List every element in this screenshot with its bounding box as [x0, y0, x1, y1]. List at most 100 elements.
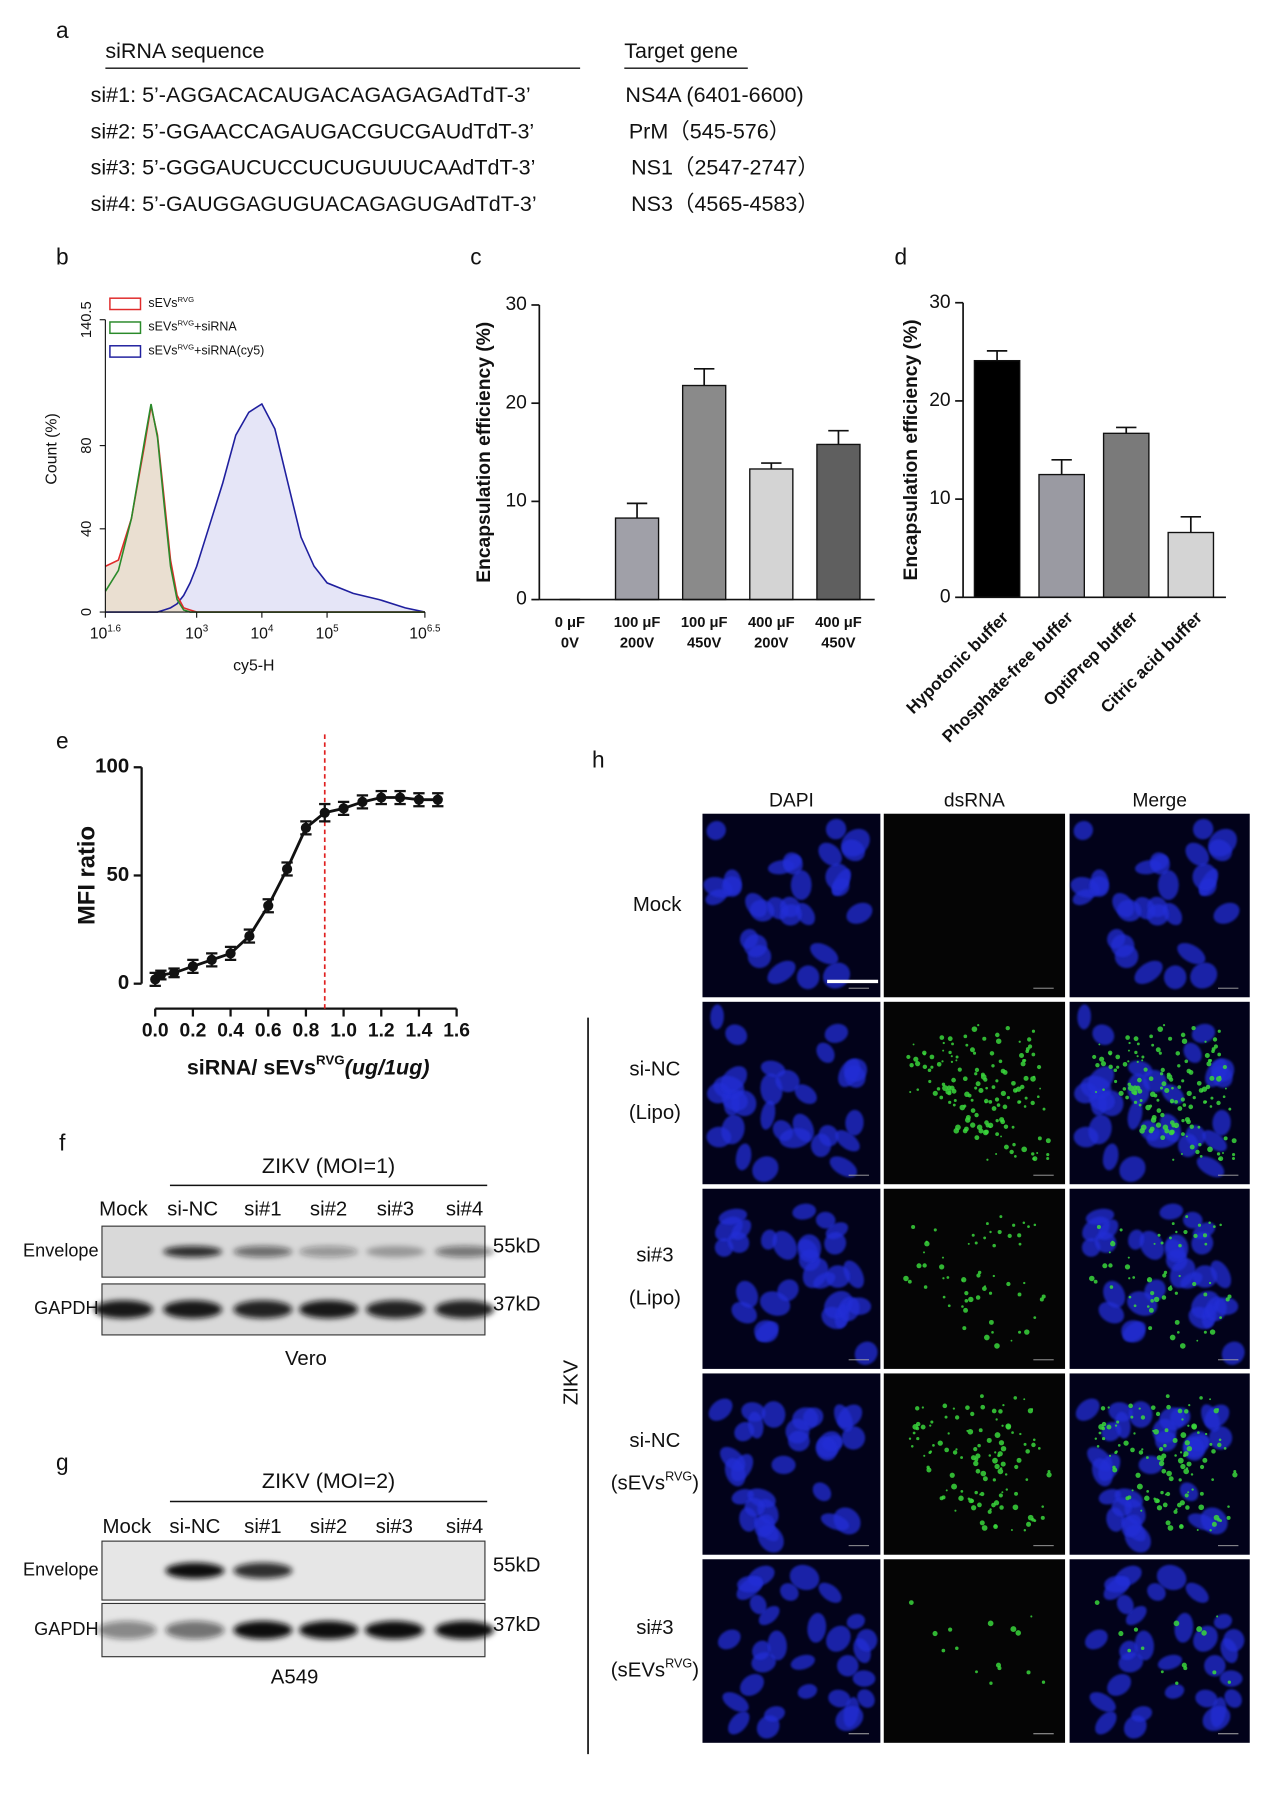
- dsrna-signal: [989, 1051, 995, 1056]
- nucleus: [1212, 1109, 1231, 1136]
- nucleus: [1131, 1706, 1153, 1722]
- lane-label: si#2: [310, 1516, 347, 1538]
- dsrna-signal: [1019, 1053, 1025, 1058]
- dsrna-signal: [1118, 1090, 1124, 1096]
- dsrna-signal: [1092, 1054, 1097, 1060]
- dsrna-signal: [987, 1620, 994, 1627]
- dsrna-signal: [947, 1090, 952, 1096]
- dsrna-signal: [1196, 1339, 1199, 1342]
- dsrna-signal: [963, 1034, 968, 1039]
- legend-label-part: sEVs: [148, 320, 177, 334]
- nucleus: [747, 1411, 764, 1439]
- data-point: [376, 792, 387, 803]
- dsrna-signal: [903, 1275, 909, 1282]
- dsrna-signal: [1136, 1055, 1139, 1058]
- dsrna-signal: [989, 1230, 992, 1234]
- dsrna-signal: [1136, 1042, 1140, 1046]
- row-label: (Lipo): [629, 1288, 681, 1310]
- dsrna-signal: [1186, 1068, 1192, 1074]
- dsrna-signal: [1140, 1124, 1147, 1131]
- dsrna-signal: [995, 1038, 1002, 1044]
- dsrna-signal: [1033, 1223, 1037, 1227]
- dsrna-signal: [909, 1091, 912, 1094]
- dsrna-signal: [1127, 1256, 1130, 1259]
- band: [233, 1245, 293, 1258]
- x-tick-label: 100 μF: [681, 615, 728, 631]
- dsrna-signal: [1185, 1215, 1189, 1219]
- data-point: [413, 794, 425, 805]
- dsrna-signal: [966, 1429, 969, 1432]
- micrograph: [883, 813, 1066, 998]
- nucleus: [1146, 904, 1170, 926]
- column-header: Merge: [1132, 790, 1187, 811]
- nucleus: [767, 960, 796, 985]
- data-point: [225, 948, 236, 959]
- dsrna-signal: [977, 1443, 981, 1448]
- lane-label: si-NC: [167, 1199, 218, 1221]
- nucleus: [735, 1143, 752, 1171]
- nucleus: [743, 934, 768, 958]
- nucleus: [789, 1564, 820, 1591]
- dsrna-signal: [946, 1276, 950, 1279]
- dsrna-signal: [1188, 1104, 1194, 1110]
- panel-label: h: [592, 747, 605, 773]
- nucleus: [1174, 1612, 1194, 1643]
- dsrna-signal: [1184, 1409, 1189, 1414]
- y-axis-label: Count (%): [43, 413, 60, 484]
- y-tick-label: 20: [505, 392, 526, 413]
- row-label-part: ): [692, 1473, 699, 1495]
- dsrna-signal: [1012, 1088, 1018, 1093]
- x-tick-label-part: 10: [250, 626, 268, 643]
- nucleus: [721, 1114, 745, 1145]
- target-gene: NS1（2547-2747）: [631, 156, 819, 180]
- dsrna-signal: [952, 1103, 956, 1107]
- legend-label: sEVsRVG+siRNA: [148, 318, 237, 334]
- dsrna-signal: [1177, 1085, 1182, 1090]
- dsrna-signal: [1207, 1058, 1212, 1063]
- legend-label-part: +siRNA: [194, 320, 237, 334]
- dsrna-signal: [1127, 1049, 1130, 1052]
- dsrna-signal: [984, 1334, 990, 1341]
- dsrna-signal: [1222, 1151, 1224, 1154]
- dsrna-signal: [969, 1047, 975, 1053]
- dsrna-signal: [1203, 1100, 1207, 1104]
- micrograph: [702, 1001, 881, 1185]
- sequence: si#1: 5’-AGGACACAUGACAGAGAGAdTdT-3’: [91, 83, 531, 107]
- dsrna-signal: [1018, 1242, 1022, 1246]
- dsrna-signal: [986, 1158, 989, 1161]
- dsrna-signal: [1196, 1626, 1203, 1633]
- dsrna-signal: [1202, 1233, 1208, 1238]
- dsrna-signal: [1153, 1296, 1160, 1303]
- group-label: ZIKV: [561, 1359, 583, 1405]
- dsrna-signal: [961, 1277, 967, 1283]
- nucleus: [1077, 1004, 1091, 1030]
- image-background: [883, 1188, 1066, 1369]
- dsrna-signal: [1005, 1488, 1008, 1491]
- dsrna-signal: [974, 1490, 978, 1495]
- x-axis-label: siRNA/ sEVsRVG(ug/1ug): [187, 1053, 430, 1080]
- image-background: [883, 813, 1066, 998]
- y-axis-label: MFI ratio: [74, 826, 101, 925]
- nucleus: [725, 1024, 748, 1046]
- dsrna-signal: [1211, 1478, 1214, 1481]
- dsrna-signal: [1174, 1291, 1178, 1295]
- nucleus: [846, 1613, 865, 1630]
- dsrna-signal: [1032, 1075, 1036, 1079]
- dsrna-signal: [1160, 1067, 1165, 1073]
- dsrna-signal: [942, 1049, 945, 1052]
- dsrna-signal: [1032, 1438, 1036, 1442]
- dsrna-signal: [1169, 1285, 1172, 1288]
- dsrna-signal: [936, 1062, 942, 1067]
- nucleus: [1091, 1458, 1113, 1487]
- nucleus: [802, 1258, 829, 1289]
- dsrna-signal: [1212, 1670, 1217, 1675]
- nucleus: [1202, 1130, 1227, 1152]
- dsrna-signal: [964, 1299, 969, 1303]
- micrograph: [883, 1001, 1066, 1185]
- size-label: 55kD: [493, 1554, 541, 1576]
- dsrna-signal: [1158, 1447, 1164, 1452]
- dsrna-signal: [928, 1079, 932, 1084]
- dsrna-signal: [1115, 1054, 1121, 1060]
- dsrna-signal: [960, 1456, 964, 1459]
- dsrna-signal: [1032, 1157, 1036, 1161]
